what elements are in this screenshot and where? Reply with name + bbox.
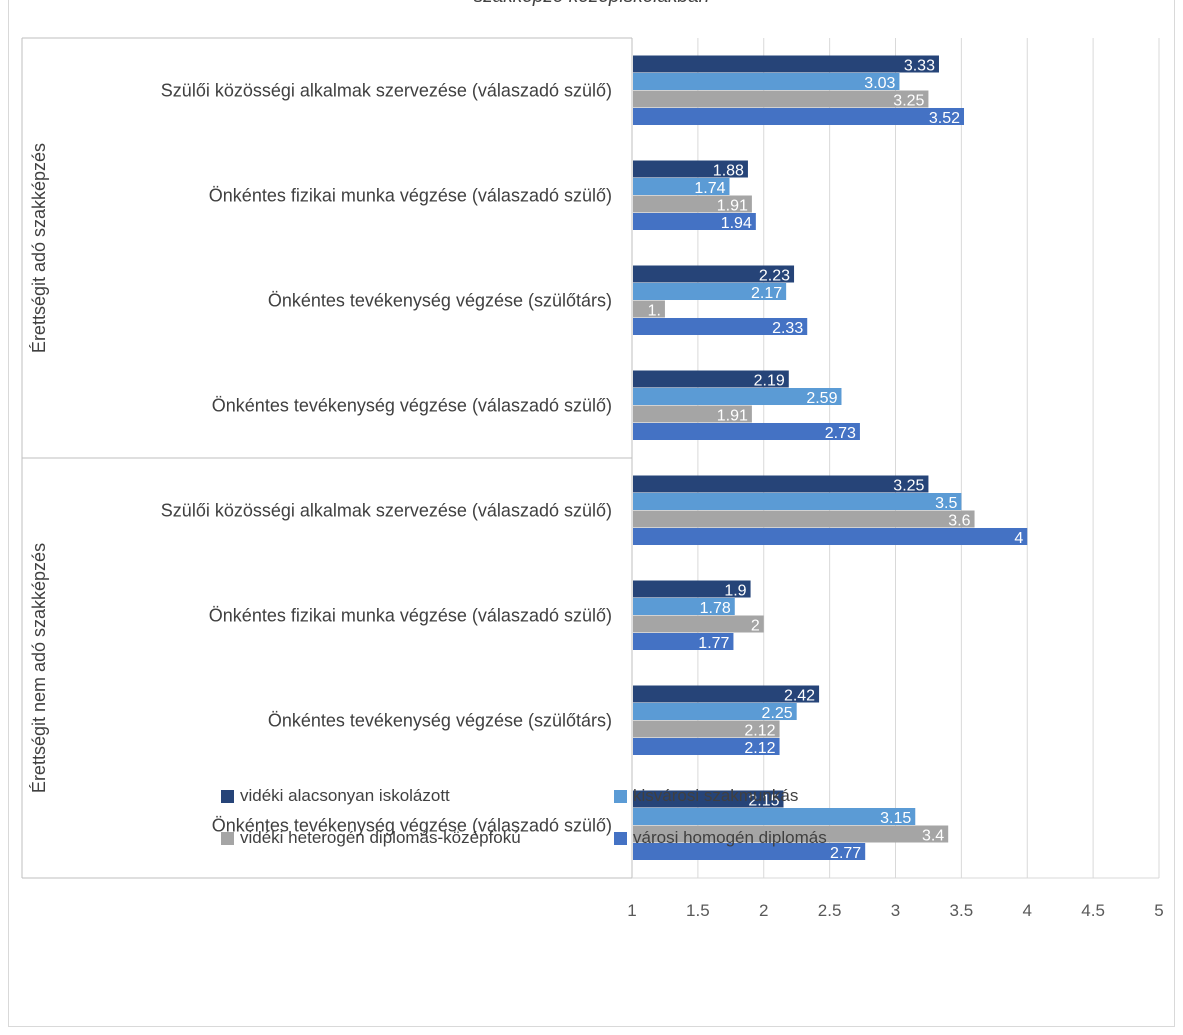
data-label: 2.12 (744, 740, 775, 757)
category-label: Önkéntes tevékenység végzése (válaszadó … (212, 396, 612, 416)
legend-label: vidéki alacsonyan iskolázott (240, 786, 450, 805)
data-label: 1.88 (713, 163, 744, 180)
category-label: Önkéntes fizikai munka végzése (válaszad… (209, 186, 612, 206)
data-label: 2.12 (744, 723, 775, 740)
group-label: Érettségit nem adó szakképzés (29, 543, 49, 793)
bar (633, 475, 929, 493)
x-tick-label: 3.5 (950, 901, 974, 920)
legend-swatch (221, 789, 234, 803)
category-label: Szülői közösségi alkalmak szervezése (vá… (161, 501, 612, 521)
chart-frame (8, 0, 1175, 1027)
legend-swatch (221, 831, 234, 845)
category-label: Szülői közösségi alkalmak szervezése (vá… (161, 81, 612, 101)
data-label: 2.17 (751, 285, 782, 302)
x-tick-label: 1 (627, 901, 636, 920)
bar (633, 703, 797, 720)
data-label: 3.03 (864, 75, 895, 92)
legend-swatch (614, 789, 627, 803)
x-tick-label: 4.5 (1081, 901, 1105, 920)
bar (633, 213, 756, 230)
data-label: 3.15 (880, 810, 911, 827)
data-label: 2.19 (754, 373, 785, 390)
x-tick-label: 5 (1154, 901, 1163, 920)
bar (633, 808, 916, 825)
x-tick-label: 2 (759, 901, 768, 920)
data-label: 1.9 (724, 583, 746, 600)
x-tick-label: 2.5 (818, 901, 842, 920)
data-label: 4 (1014, 530, 1023, 547)
bar (633, 90, 929, 108)
legend-label: kisvárosi szakmunkás (633, 786, 799, 805)
data-label: 3.5 (935, 495, 957, 512)
bar (633, 825, 949, 843)
data-label: 2.23 (759, 268, 790, 285)
data-label: 1. (648, 303, 661, 320)
legend-label: vidéki heterogén diplomás-középfokú (240, 828, 521, 847)
legend-item-0: vidéki alacsonyan iskolázott (221, 786, 450, 806)
data-label: 3.33 (904, 58, 935, 75)
bar (633, 370, 789, 388)
bar (633, 598, 735, 615)
category-label: Önkéntes tevékenység végzése (szülőtárs) (268, 291, 612, 311)
bar (633, 738, 780, 755)
bar (633, 300, 665, 318)
data-label: 3.25 (893, 93, 924, 110)
bar (633, 265, 795, 283)
data-label: 2.15 (748, 793, 779, 810)
bar (633, 423, 860, 440)
data-label: 3.4 (922, 828, 944, 845)
bar (633, 528, 1028, 545)
data-label: 2.73 (825, 425, 856, 442)
bar (633, 615, 764, 633)
data-label: 3.6 (948, 513, 970, 530)
data-label: 2 (751, 618, 760, 635)
category-label: Önkéntes fizikai munka végzése (válaszad… (209, 606, 612, 626)
bar (633, 580, 751, 598)
category-label: Önkéntes tevékenység végzése (válaszadó … (212, 816, 612, 836)
bar (633, 283, 787, 300)
data-label: 2.42 (784, 688, 815, 705)
bar (633, 73, 900, 90)
bar (633, 195, 752, 213)
bar (633, 510, 975, 528)
bar (633, 160, 748, 178)
bar (633, 318, 808, 335)
data-label: 1.77 (698, 635, 729, 652)
data-label: 1.91 (717, 408, 748, 425)
legend-item-1: kisvárosi szakmunkás (614, 786, 798, 806)
legend-item-2: vidéki heterogén diplomás-középfokú (221, 828, 521, 848)
data-label: 1.74 (694, 180, 725, 197)
bar (633, 405, 752, 423)
data-label: 3.52 (929, 110, 960, 127)
bar (633, 108, 965, 125)
data-label: 2.77 (830, 845, 861, 862)
group-label: Érettségit adó szakképzés (29, 143, 49, 353)
bar (633, 685, 820, 703)
bar (633, 843, 866, 860)
data-label: 2.33 (772, 320, 803, 337)
bar (633, 178, 730, 195)
x-tick-label: 1.5 (686, 901, 710, 920)
bar (633, 633, 734, 650)
bar (633, 55, 939, 73)
data-label: 2.25 (762, 705, 793, 722)
legend-swatch (614, 831, 627, 845)
data-label: 3.25 (893, 478, 924, 495)
data-label: 1.91 (717, 198, 748, 215)
x-tick-label: 4 (1023, 901, 1032, 920)
data-label: 2.59 (806, 390, 837, 407)
data-label: 1.78 (700, 600, 731, 617)
legend-item-3: városi homogén diplomás (614, 828, 827, 848)
chart-title: szakképző középiskolákban (0, 0, 1183, 8)
data-label: 1.94 (721, 215, 752, 232)
bar (633, 493, 962, 510)
bar (633, 790, 784, 808)
x-tick-label: 3 (891, 901, 900, 920)
category-label: Önkéntes tevékenység végzése (szülőtárs) (268, 711, 612, 731)
legend-label: városi homogén diplomás (633, 828, 827, 847)
bar (633, 388, 842, 405)
bar (633, 720, 780, 738)
